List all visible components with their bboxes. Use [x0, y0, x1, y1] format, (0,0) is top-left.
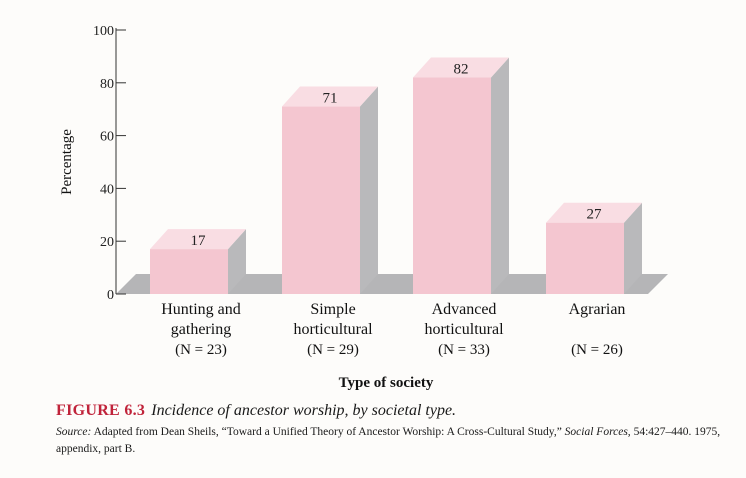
bar	[546, 202, 642, 294]
y-tick-label: 60	[100, 130, 114, 145]
chart-floor	[116, 274, 668, 294]
x-category-label: Advanced	[432, 301, 497, 318]
x-category-label: Hunting and	[161, 301, 241, 318]
source-label: Source:	[56, 426, 92, 438]
bar-side	[360, 86, 378, 294]
x-axis-title: Type of society	[339, 375, 434, 391]
y-tick-label: 20	[100, 235, 114, 250]
bar-top	[413, 57, 509, 78]
x-sample-size: (N = 29)	[307, 342, 359, 358]
bar-top	[282, 86, 378, 107]
bar-front	[546, 222, 624, 294]
figure-source: Source: Adapted from Dean Sheils, “Towar…	[56, 424, 736, 458]
figure-label: FIGURE 6.3	[56, 402, 146, 419]
bar-data-label: 82	[454, 62, 469, 78]
x-category-label: gathering	[171, 321, 231, 338]
x-sample-size: (N = 23)	[175, 342, 227, 358]
bar-side	[491, 57, 509, 294]
bar	[413, 57, 509, 295]
source-journal: Social Forces,	[564, 426, 631, 438]
x-category-label: Simple	[310, 301, 355, 318]
bar-side	[228, 229, 246, 294]
bar-top	[546, 202, 642, 223]
bar-front	[150, 249, 228, 294]
figure-title: Incidence of ancestor worship, by societ…	[151, 402, 457, 419]
bar-top	[150, 229, 246, 250]
bar-chart: 0 20 40 60 80 100 Percentage 17 71 82 27 Hunting a…	[59, 24, 668, 391]
source-tail: 54:427–440. 1975, appendix, part B.	[56, 426, 721, 455]
y-tick-label: 40	[100, 182, 114, 197]
bar-front	[413, 77, 491, 295]
bar	[282, 86, 378, 294]
bar-data-label: 17	[191, 233, 207, 249]
bar-side	[624, 202, 642, 294]
x-category-label: horticultural	[293, 321, 373, 338]
y-axis-title: Percentage	[59, 129, 75, 195]
source-text: Adapted from Dean Sheils, “Toward a Unif…	[93, 426, 562, 438]
bar	[150, 229, 246, 294]
bar-front	[282, 106, 360, 294]
figure-caption: FIGURE 6.3 Incidence of ancestor worship,…	[56, 401, 736, 458]
x-sample-size: (N = 26)	[571, 342, 623, 358]
x-sample-size: (N = 33)	[438, 342, 490, 358]
x-category-label: horticultural	[424, 321, 504, 338]
x-category-label: Agrarian	[569, 301, 626, 318]
y-tick-label: 0	[107, 288, 114, 303]
bar-data-label: 71	[323, 91, 338, 107]
y-tick-label: 80	[100, 77, 114, 92]
bar-data-label: 27	[587, 207, 603, 223]
y-tick-label: 100	[93, 24, 114, 39]
